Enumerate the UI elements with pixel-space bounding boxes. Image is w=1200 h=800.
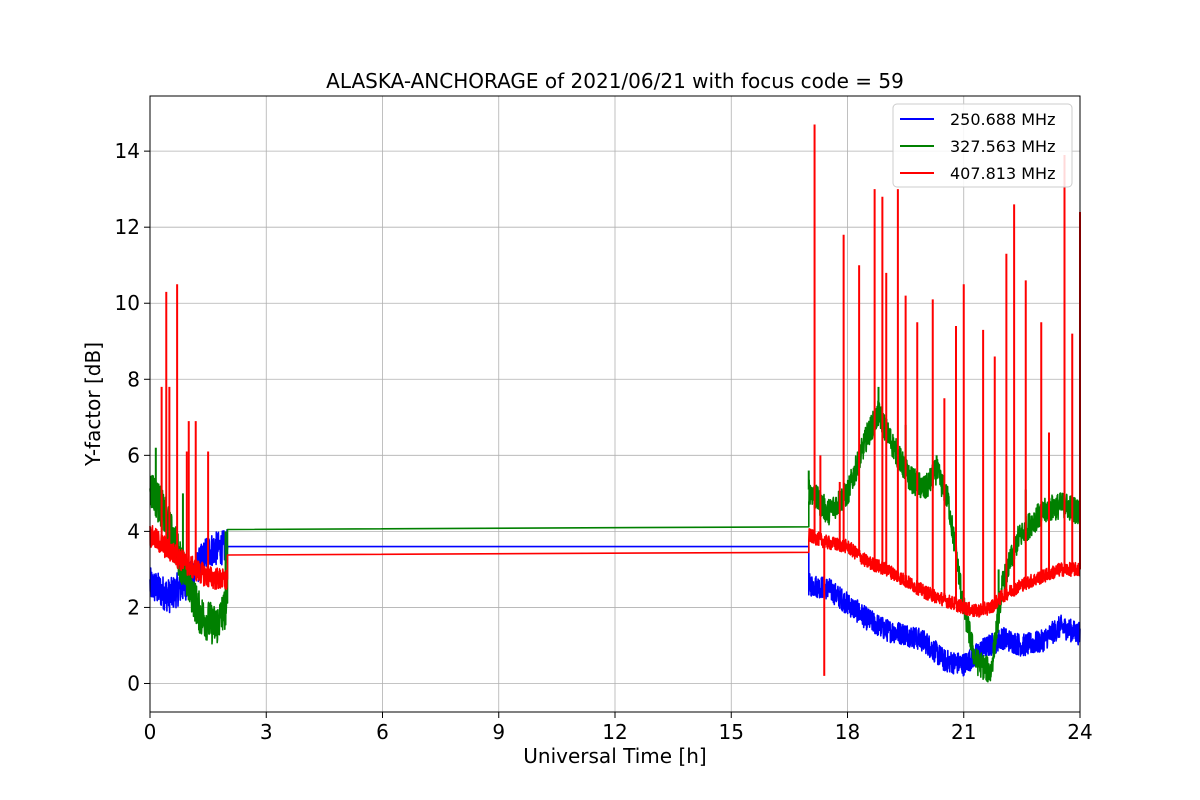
y-tick-label: 4 xyxy=(127,519,140,543)
legend-label: 327.563 MHz xyxy=(950,137,1055,156)
x-tick-label: 12 xyxy=(602,720,627,744)
x-tick-label: 18 xyxy=(835,720,860,744)
x-tick-label: 21 xyxy=(951,720,976,744)
y-tick-label: 14 xyxy=(115,139,140,163)
y-axis-label: Y-factor [dB] xyxy=(81,342,105,467)
y-tick-label: 8 xyxy=(127,367,140,391)
x-tick-label: 3 xyxy=(260,720,273,744)
x-tick-label: 0 xyxy=(144,720,157,744)
x-tick-label: 9 xyxy=(492,720,505,744)
y-tick-label: 0 xyxy=(127,671,140,695)
x-tick-label: 15 xyxy=(719,720,744,744)
x-tick-label: 24 xyxy=(1067,720,1092,744)
y-tick-label: 6 xyxy=(127,443,140,467)
grid xyxy=(149,96,1081,712)
y-tick-label: 2 xyxy=(127,595,140,619)
legend-label: 407.813 MHz xyxy=(950,164,1055,183)
x-tick-label: 6 xyxy=(376,720,389,744)
legend: 250.688 MHz 327.563 MHz 407.813 MHz xyxy=(892,103,1073,188)
y-tick-label: 12 xyxy=(115,215,140,239)
chart-title: ALASKA-ANCHORAGE of 2021/06/21 with focu… xyxy=(326,69,904,93)
y-tick-label: 10 xyxy=(115,291,140,315)
x-axis-label: Universal Time [h] xyxy=(523,744,706,768)
series-line-3 xyxy=(149,525,1081,618)
series-layer xyxy=(149,124,1081,683)
legend-box xyxy=(892,103,1073,188)
legend-label: 250.688 MHz xyxy=(950,110,1055,129)
